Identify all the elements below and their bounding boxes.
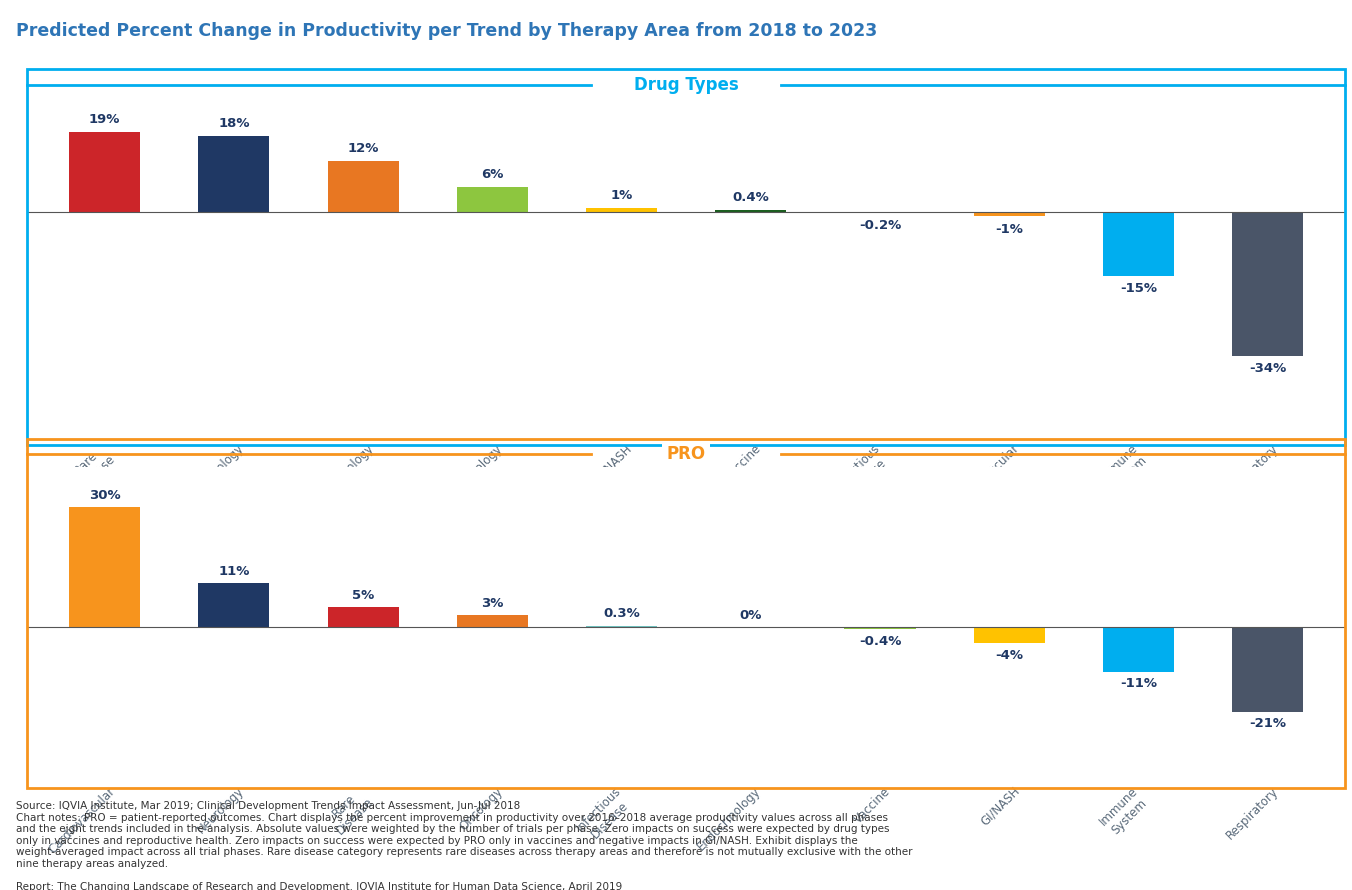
Text: Vaccine: Vaccine: [852, 784, 892, 826]
Bar: [1103, 627, 1174, 671]
Text: PRO: PRO: [667, 445, 706, 463]
Text: Endocrinology: Endocrinology: [695, 784, 764, 853]
Bar: [585, 208, 657, 212]
Bar: [457, 187, 527, 212]
Text: Rare
Disease: Rare Disease: [323, 784, 376, 837]
Text: Rare
Disease: Rare Disease: [65, 441, 118, 494]
Text: 18%: 18%: [218, 117, 250, 130]
Text: -0.2%: -0.2%: [859, 219, 902, 232]
Bar: [69, 507, 141, 627]
Text: -1%: -1%: [995, 222, 1023, 236]
Text: -11%: -11%: [1119, 677, 1157, 691]
Bar: [1232, 212, 1303, 356]
Text: Chart notes: PRO = patient-reported outcomes. Chart displays the percent improve: Chart notes: PRO = patient-reported outc…: [16, 813, 888, 822]
Text: Cardiovascular: Cardiovascular: [46, 784, 118, 856]
Text: 12%: 12%: [347, 142, 379, 155]
Text: 30%: 30%: [89, 489, 120, 502]
Text: 5%: 5%: [352, 588, 375, 602]
Text: Immune
System: Immune System: [1098, 441, 1152, 496]
Bar: [199, 584, 269, 627]
Text: Neurology: Neurology: [195, 784, 247, 837]
Text: Infectious
Disease: Infectious Disease: [575, 784, 634, 845]
Text: 0.3%: 0.3%: [603, 608, 639, 620]
Bar: [327, 161, 399, 212]
Text: -34%: -34%: [1249, 362, 1286, 376]
Text: 6%: 6%: [481, 167, 503, 181]
Text: 0.4%: 0.4%: [733, 191, 769, 204]
Text: 19%: 19%: [89, 112, 120, 125]
Bar: [1103, 212, 1174, 276]
Text: 1%: 1%: [610, 189, 633, 202]
Text: Predicted Percent Change in Productivity per Trend by Therapy Area from 2018 to : Predicted Percent Change in Productivity…: [16, 22, 877, 40]
Text: -15%: -15%: [1119, 282, 1157, 295]
Text: nine therapy areas analyzed.: nine therapy areas analyzed.: [16, 859, 169, 869]
Text: Infectious
Disease: Infectious Disease: [833, 441, 892, 502]
Text: Endocrinology: Endocrinology: [437, 441, 506, 510]
Text: Immune
System: Immune System: [1098, 784, 1152, 838]
Text: weight-averaged impact across all trial phases. Rare disease category represents: weight-averaged impact across all trial …: [16, 847, 913, 857]
Text: -0.4%: -0.4%: [859, 635, 902, 648]
Bar: [1232, 627, 1303, 712]
Text: Respiratory: Respiratory: [1224, 441, 1280, 498]
Text: 11%: 11%: [218, 564, 250, 578]
Text: -21%: -21%: [1249, 717, 1286, 731]
Text: -4%: -4%: [995, 649, 1023, 662]
Text: Source: IQVIA Institute, Mar 2019; Clinical Development Trends Impact Assessment: Source: IQVIA Institute, Mar 2019; Clini…: [16, 801, 521, 811]
Text: Vaccine: Vaccine: [722, 441, 764, 482]
Text: Report: The Changing Landscape of Research and Development. IQVIA Institute for : Report: The Changing Landscape of Resear…: [16, 882, 622, 890]
Text: 0%: 0%: [740, 609, 763, 622]
Text: GI/NASH: GI/NASH: [591, 441, 634, 486]
Bar: [845, 627, 915, 629]
Bar: [199, 136, 269, 212]
Bar: [457, 616, 527, 627]
Text: and the eight trends included in the analysis. Absolute values were weighted by : and the eight trends included in the ana…: [16, 824, 890, 834]
Bar: [715, 211, 787, 212]
Text: Oncology: Oncology: [457, 784, 506, 833]
Text: Respiratory: Respiratory: [1224, 784, 1280, 842]
Text: 3%: 3%: [481, 596, 503, 610]
Text: Neurology: Neurology: [195, 441, 247, 493]
Bar: [69, 132, 141, 212]
Text: GI/NASH: GI/NASH: [977, 784, 1022, 829]
Text: Oncology: Oncology: [327, 441, 376, 490]
Bar: [973, 627, 1045, 643]
Bar: [973, 212, 1045, 216]
Text: only in vaccines and reproductive health. Zero impacts on success were expected : only in vaccines and reproductive health…: [16, 836, 859, 845]
Text: Drug Types: Drug Types: [634, 76, 738, 93]
Bar: [327, 607, 399, 627]
Text: Cardiovascular: Cardiovascular: [950, 441, 1022, 513]
